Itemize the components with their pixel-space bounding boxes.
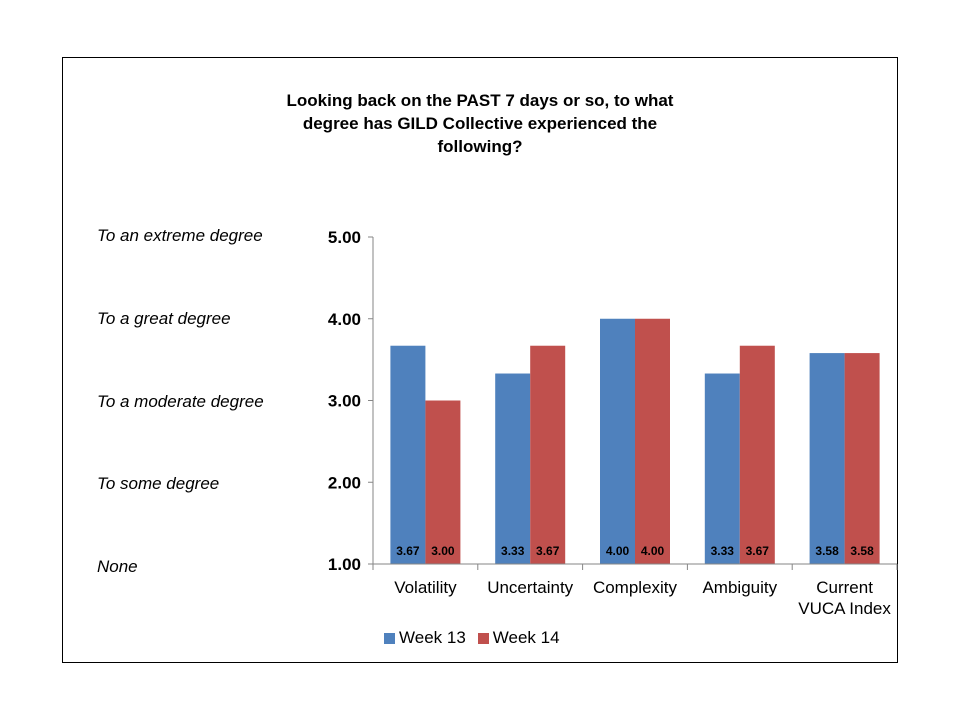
bar-week13-1 <box>495 373 531 564</box>
y-tick-label: 5.00 <box>328 228 361 247</box>
bar-week14-3 <box>739 345 775 564</box>
data-label: 3.33 <box>501 544 525 558</box>
degree-label-none: None <box>97 557 138 576</box>
legend-swatch-week14 <box>477 632 489 644</box>
bar-week13-4 <box>809 353 845 564</box>
x-tick-label: Uncertainty <box>487 578 573 597</box>
data-label: 3.67 <box>536 544 560 558</box>
x-tick-label: Complexity <box>593 578 678 597</box>
legend-item-week14: Week 14 <box>477 628 560 648</box>
chart-title: Looking back on the PAST 7 days or so, t… <box>286 91 674 156</box>
y-tick-label: 3.00 <box>328 392 361 411</box>
data-label: 3.00 <box>431 544 455 558</box>
bar-week14-4 <box>844 353 880 564</box>
data-label: 3.33 <box>711 544 735 558</box>
data-label: 3.67 <box>396 544 420 558</box>
degree-label-some: To some degree <box>97 474 220 493</box>
x-tick-label: Current VUCA Index <box>798 578 891 618</box>
legend-label-week13: Week 13 <box>399 628 466 647</box>
chart-frame <box>62 57 898 663</box>
bar-week13-2 <box>600 318 635 564</box>
data-label: 4.00 <box>641 544 665 558</box>
data-label: 4.00 <box>606 544 630 558</box>
data-label: 3.67 <box>746 544 770 558</box>
y-tick-label: 1.00 <box>328 555 361 574</box>
legend-label-week14: Week 14 <box>492 628 560 647</box>
degree-label-moderate: To a moderate degree <box>97 392 264 411</box>
x-tick-label: Volatility <box>394 578 457 597</box>
data-label: 3.58 <box>815 544 839 558</box>
legend-swatch-week13 <box>384 632 395 644</box>
y-tick-label: 2.00 <box>328 473 361 492</box>
chart-legend: Week 13 Week 14 <box>384 628 572 648</box>
bar-week14-0 <box>425 400 461 564</box>
degree-label-extreme: To an extreme degree <box>97 226 263 245</box>
legend-item-week13: Week 13 <box>384 628 466 648</box>
x-tick-label: Ambiguity <box>702 578 777 597</box>
bar-week13-3 <box>704 373 740 564</box>
degree-label-great: To a great degree <box>97 309 231 328</box>
bar-week13-0 <box>390 345 426 564</box>
bar-week14-1 <box>530 345 566 564</box>
bar-week14-2 <box>635 318 670 564</box>
data-label: 3.58 <box>850 544 874 558</box>
y-tick-label: 4.00 <box>328 310 361 329</box>
